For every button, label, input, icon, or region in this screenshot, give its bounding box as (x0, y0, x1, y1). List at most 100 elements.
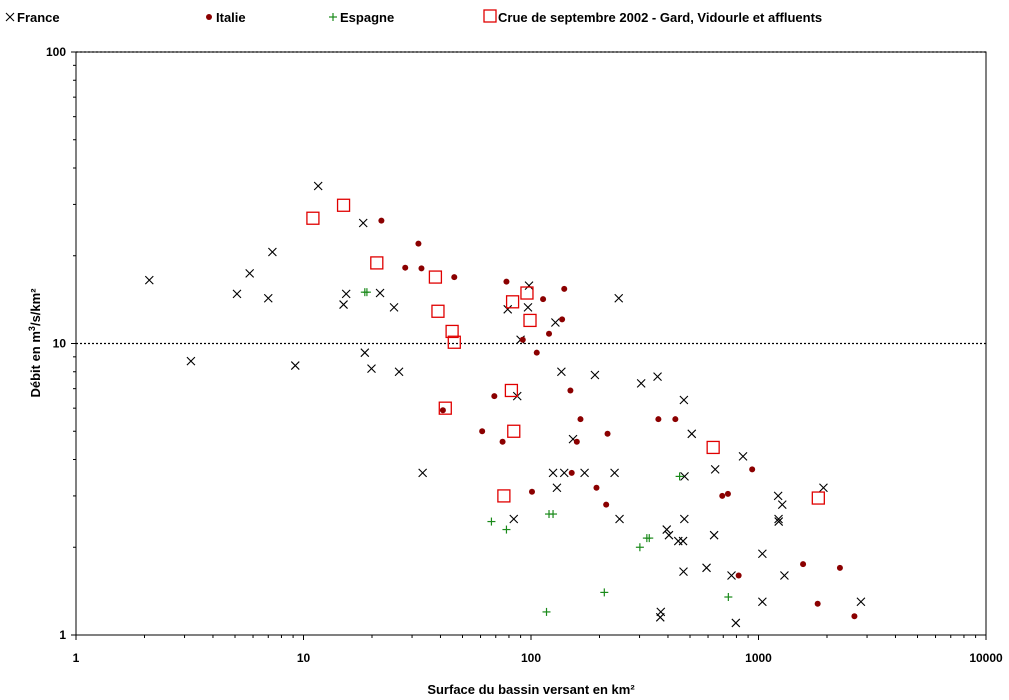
x-axis-title: Surface du bassin versant en km² (427, 682, 635, 697)
data-point-x (339, 300, 348, 309)
data-point-square (431, 304, 445, 318)
data-point-square (447, 335, 461, 349)
data-point-dot (439, 407, 446, 414)
data-point-x (523, 303, 533, 312)
x-axis-ticks: 1 10 100 1000 10000 (73, 635, 1003, 665)
data-point-dot (724, 490, 731, 497)
x-tick-label: 100 (521, 651, 541, 665)
y-tick-label: 1 (59, 628, 66, 642)
data-point-dot (577, 416, 584, 423)
data-point-x (662, 525, 672, 534)
data-point-dot (593, 484, 600, 491)
legend-marker-shape (206, 14, 212, 20)
legend-marker-france (5, 12, 15, 22)
x-tick-label: 10000 (969, 651, 1003, 665)
data-point-dot (533, 349, 540, 356)
data-point-x (548, 468, 558, 478)
y-axis-ticks: 1 10 100 (46, 45, 76, 642)
data-point-x (524, 281, 534, 290)
data-point-x (678, 536, 688, 546)
legend-item-france: France (5, 10, 60, 25)
data-point-x (360, 348, 370, 358)
data-point-dot (719, 492, 726, 499)
legend-label-espagne: Espagne (340, 10, 394, 25)
data-point-dot (528, 488, 535, 495)
data-point-x (653, 372, 662, 381)
data-point-x (375, 288, 385, 298)
data-point-x (856, 597, 866, 607)
data-point-x (341, 289, 351, 299)
data-point-square (505, 295, 520, 309)
data-point-x (757, 549, 767, 559)
data-point-square (445, 324, 459, 339)
data-point-square (428, 270, 443, 284)
legend-marker-espagne (329, 13, 337, 21)
data-point-x (687, 429, 697, 439)
data-point-x (610, 468, 619, 478)
x-tick-label: 1000 (745, 651, 772, 665)
data-point-x (313, 181, 323, 191)
y-axis-title: Débit en m3/s/km² (27, 288, 43, 398)
data-point-dot (561, 285, 568, 292)
data-point-square (306, 211, 320, 225)
data-point-dot (800, 561, 807, 568)
y-tick-label: 100 (46, 45, 66, 59)
data-point-dot (378, 217, 385, 224)
data-point-x (394, 367, 404, 377)
data-point-dot (573, 438, 580, 445)
data-point-dot (567, 387, 574, 394)
data-point-x (738, 451, 748, 461)
data-point-dot (672, 416, 679, 423)
series-1 (378, 217, 858, 620)
data-point-plus (635, 543, 644, 552)
data-point-plus (724, 593, 733, 602)
legend-item-espagne: Espagne (329, 10, 394, 25)
data-point-square (520, 286, 534, 300)
data-point-plus (487, 517, 496, 526)
data-point-x (290, 361, 300, 370)
data-point-dot (559, 316, 566, 323)
data-point-x (509, 514, 519, 524)
data-point-x (551, 318, 560, 327)
data-point-x (757, 597, 767, 607)
data-point-dot (814, 600, 821, 607)
data-point-x (590, 370, 600, 380)
data-point-x (614, 293, 624, 303)
data-point-x (580, 468, 589, 478)
legend-label-france: France (17, 10, 60, 25)
legend-marker-shape (5, 12, 15, 22)
data-point-x (144, 275, 154, 285)
legend-marker-shape (483, 9, 497, 23)
legend-label-crue-2002: Crue de septembre 2002 - Gard, Vidourle … (498, 10, 822, 25)
data-point-plus (675, 472, 684, 481)
data-point-x (680, 472, 689, 481)
legend-item-italie: Italie (206, 10, 246, 25)
data-point-dot (499, 438, 506, 445)
data-point-plus (549, 510, 558, 519)
data-point-x (636, 378, 646, 388)
data-points (144, 181, 866, 628)
data-point-dot (402, 264, 409, 271)
data-point-square (438, 401, 452, 415)
data-point-dot (415, 240, 422, 247)
data-point-plus (362, 288, 371, 297)
data-point-dot (503, 278, 510, 285)
data-point-dot (603, 501, 610, 508)
data-point-x (777, 500, 787, 510)
data-point-square (523, 313, 537, 328)
data-point-x (559, 468, 569, 478)
data-point-x (773, 491, 783, 501)
data-point-dot (546, 330, 553, 337)
legend-item-crue-2002: Crue de septembre 2002 - Gard, Vidourle … (483, 9, 822, 25)
data-point-x (552, 483, 562, 493)
data-point-x (679, 395, 689, 405)
data-point-x (245, 268, 255, 278)
y-tick-label: 10 (53, 337, 67, 351)
data-point-x (731, 618, 741, 628)
data-point-dot (491, 393, 498, 400)
data-point-dot (479, 428, 486, 435)
data-point-dot (604, 430, 611, 437)
series-3 (306, 198, 825, 505)
data-point-x (186, 356, 196, 366)
